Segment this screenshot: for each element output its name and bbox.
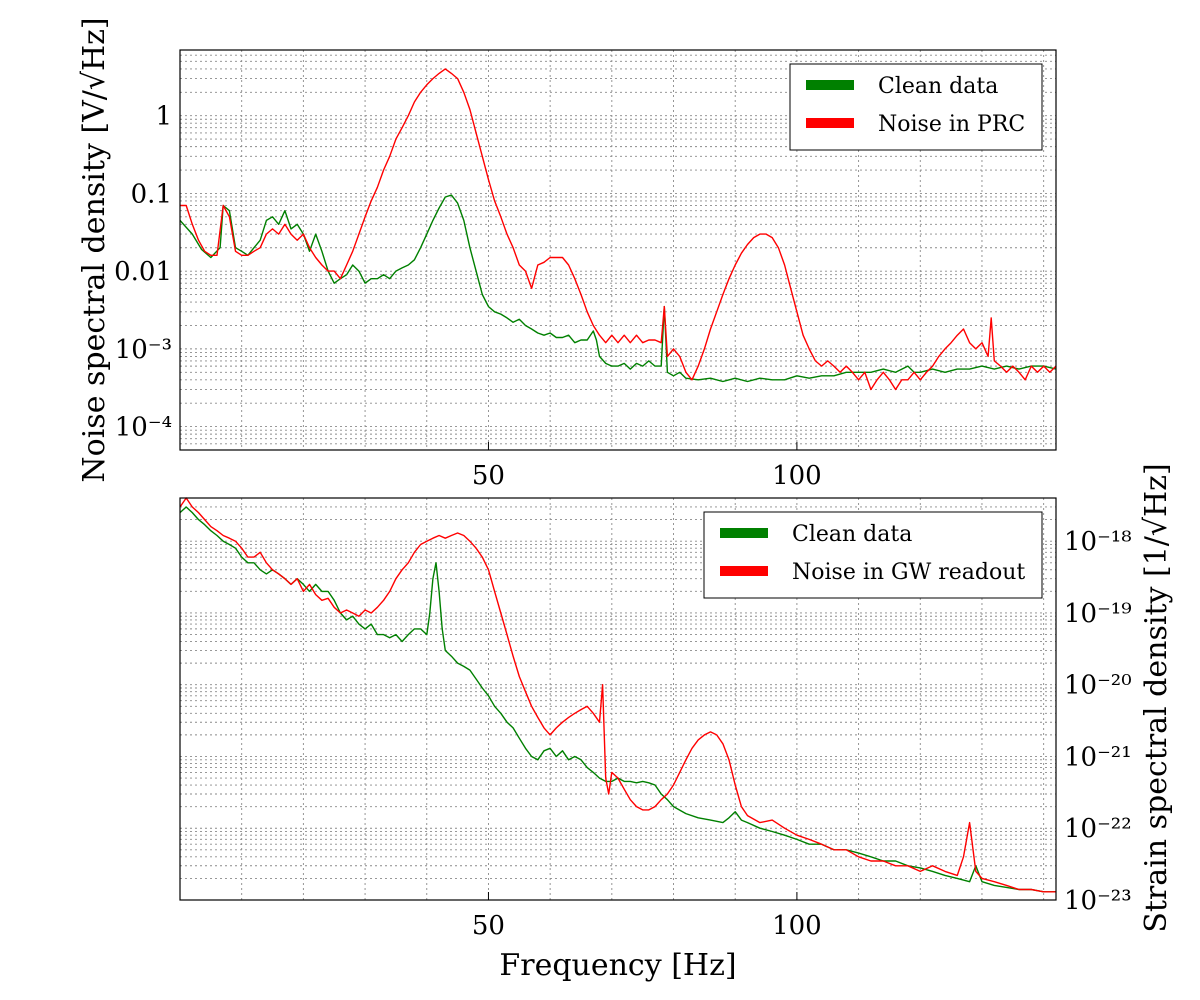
strain-x-tick-label: 100 (772, 911, 822, 941)
strain-y-tick-label: 10⁻²¹ (1064, 742, 1132, 772)
strain-y-tick-label: 10⁻¹⁹ (1064, 599, 1132, 629)
strain-legend-clean-label: Clean data (792, 522, 912, 547)
strain-panel: 50 100 10⁻¹⁸ 10⁻¹⁹ 10⁻²⁰ 10⁻²¹ 10⁻²² 10⁻²³ Cle… (179, 463, 1174, 983)
prc-legend-noise-swatch (806, 118, 854, 128)
prc-y-ticks: 1 0.1 0.01 10⁻³ 10⁻⁴ (114, 102, 172, 443)
strain-y-tick-label: 10⁻²² (1064, 814, 1132, 844)
prc-y-tick-label: 10⁻⁴ (115, 413, 172, 443)
prc-legend-noise-label: Noise in PRC (878, 112, 1025, 137)
prc-x-tick-label: 50 (472, 461, 505, 491)
prc-y-axis-title: Noise spectral density [V/√Hz] (77, 17, 112, 482)
prc-legend-box (789, 63, 1043, 151)
prc-y-tick-label: 0.01 (114, 257, 172, 287)
prc-plot-frame (179, 49, 1057, 451)
prc-legend-clean-label: Clean data (878, 74, 998, 99)
prc-noise-panel: 50 100 1 0.1 0.01 10⁻³ 10⁻⁴ Clean data Noise … (77, 17, 1057, 491)
prc-series-group (179, 68, 1057, 391)
strain-y-ticks: 10⁻¹⁸ 10⁻¹⁹ 10⁻²⁰ 10⁻²¹ 10⁻²² 10⁻²³ (1064, 527, 1132, 916)
prc-series-noise (180, 68, 1057, 391)
prc-y-tick-label: 0.1 (131, 179, 172, 209)
strain-legend-noise-swatch (720, 566, 768, 576)
strain-x-ticks: 50 100 (472, 892, 822, 941)
x-axis-title: Frequency [Hz] (499, 948, 736, 983)
strain-series-noise (179, 497, 1056, 893)
strain-y-axis-title: Strain spectral density [1/√Hz] (1139, 463, 1174, 932)
prc-x-ticks: 50 100 (472, 442, 822, 491)
prc-x-tick-label: 100 (772, 461, 822, 491)
strain-x-tick-label: 50 (472, 911, 505, 941)
strain-legend-clean-swatch (720, 528, 768, 538)
prc-series-clean-data (179, 194, 1057, 383)
strain-series-group (179, 497, 1056, 893)
prc-y-tick-label: 10⁻³ (115, 335, 172, 365)
strain-legend-noise-label: Noise in GW readout (792, 560, 1025, 585)
strain-y-tick-label: 10⁻²³ (1064, 886, 1132, 916)
strain-legend: Clean data Noise in GW readout (703, 511, 1043, 599)
prc-y-tick-label: 1 (155, 102, 172, 132)
prc-legend: Clean data Noise in PRC (789, 63, 1043, 151)
strain-plot-frame (179, 497, 1057, 901)
strain-y-tick-label: 10⁻¹⁸ (1064, 527, 1132, 557)
strain-legend-box (703, 511, 1043, 599)
strain-y-tick-label: 10⁻²⁰ (1064, 671, 1132, 701)
prc-grid (180, 49, 1056, 451)
prc-legend-clean-swatch (806, 80, 854, 90)
